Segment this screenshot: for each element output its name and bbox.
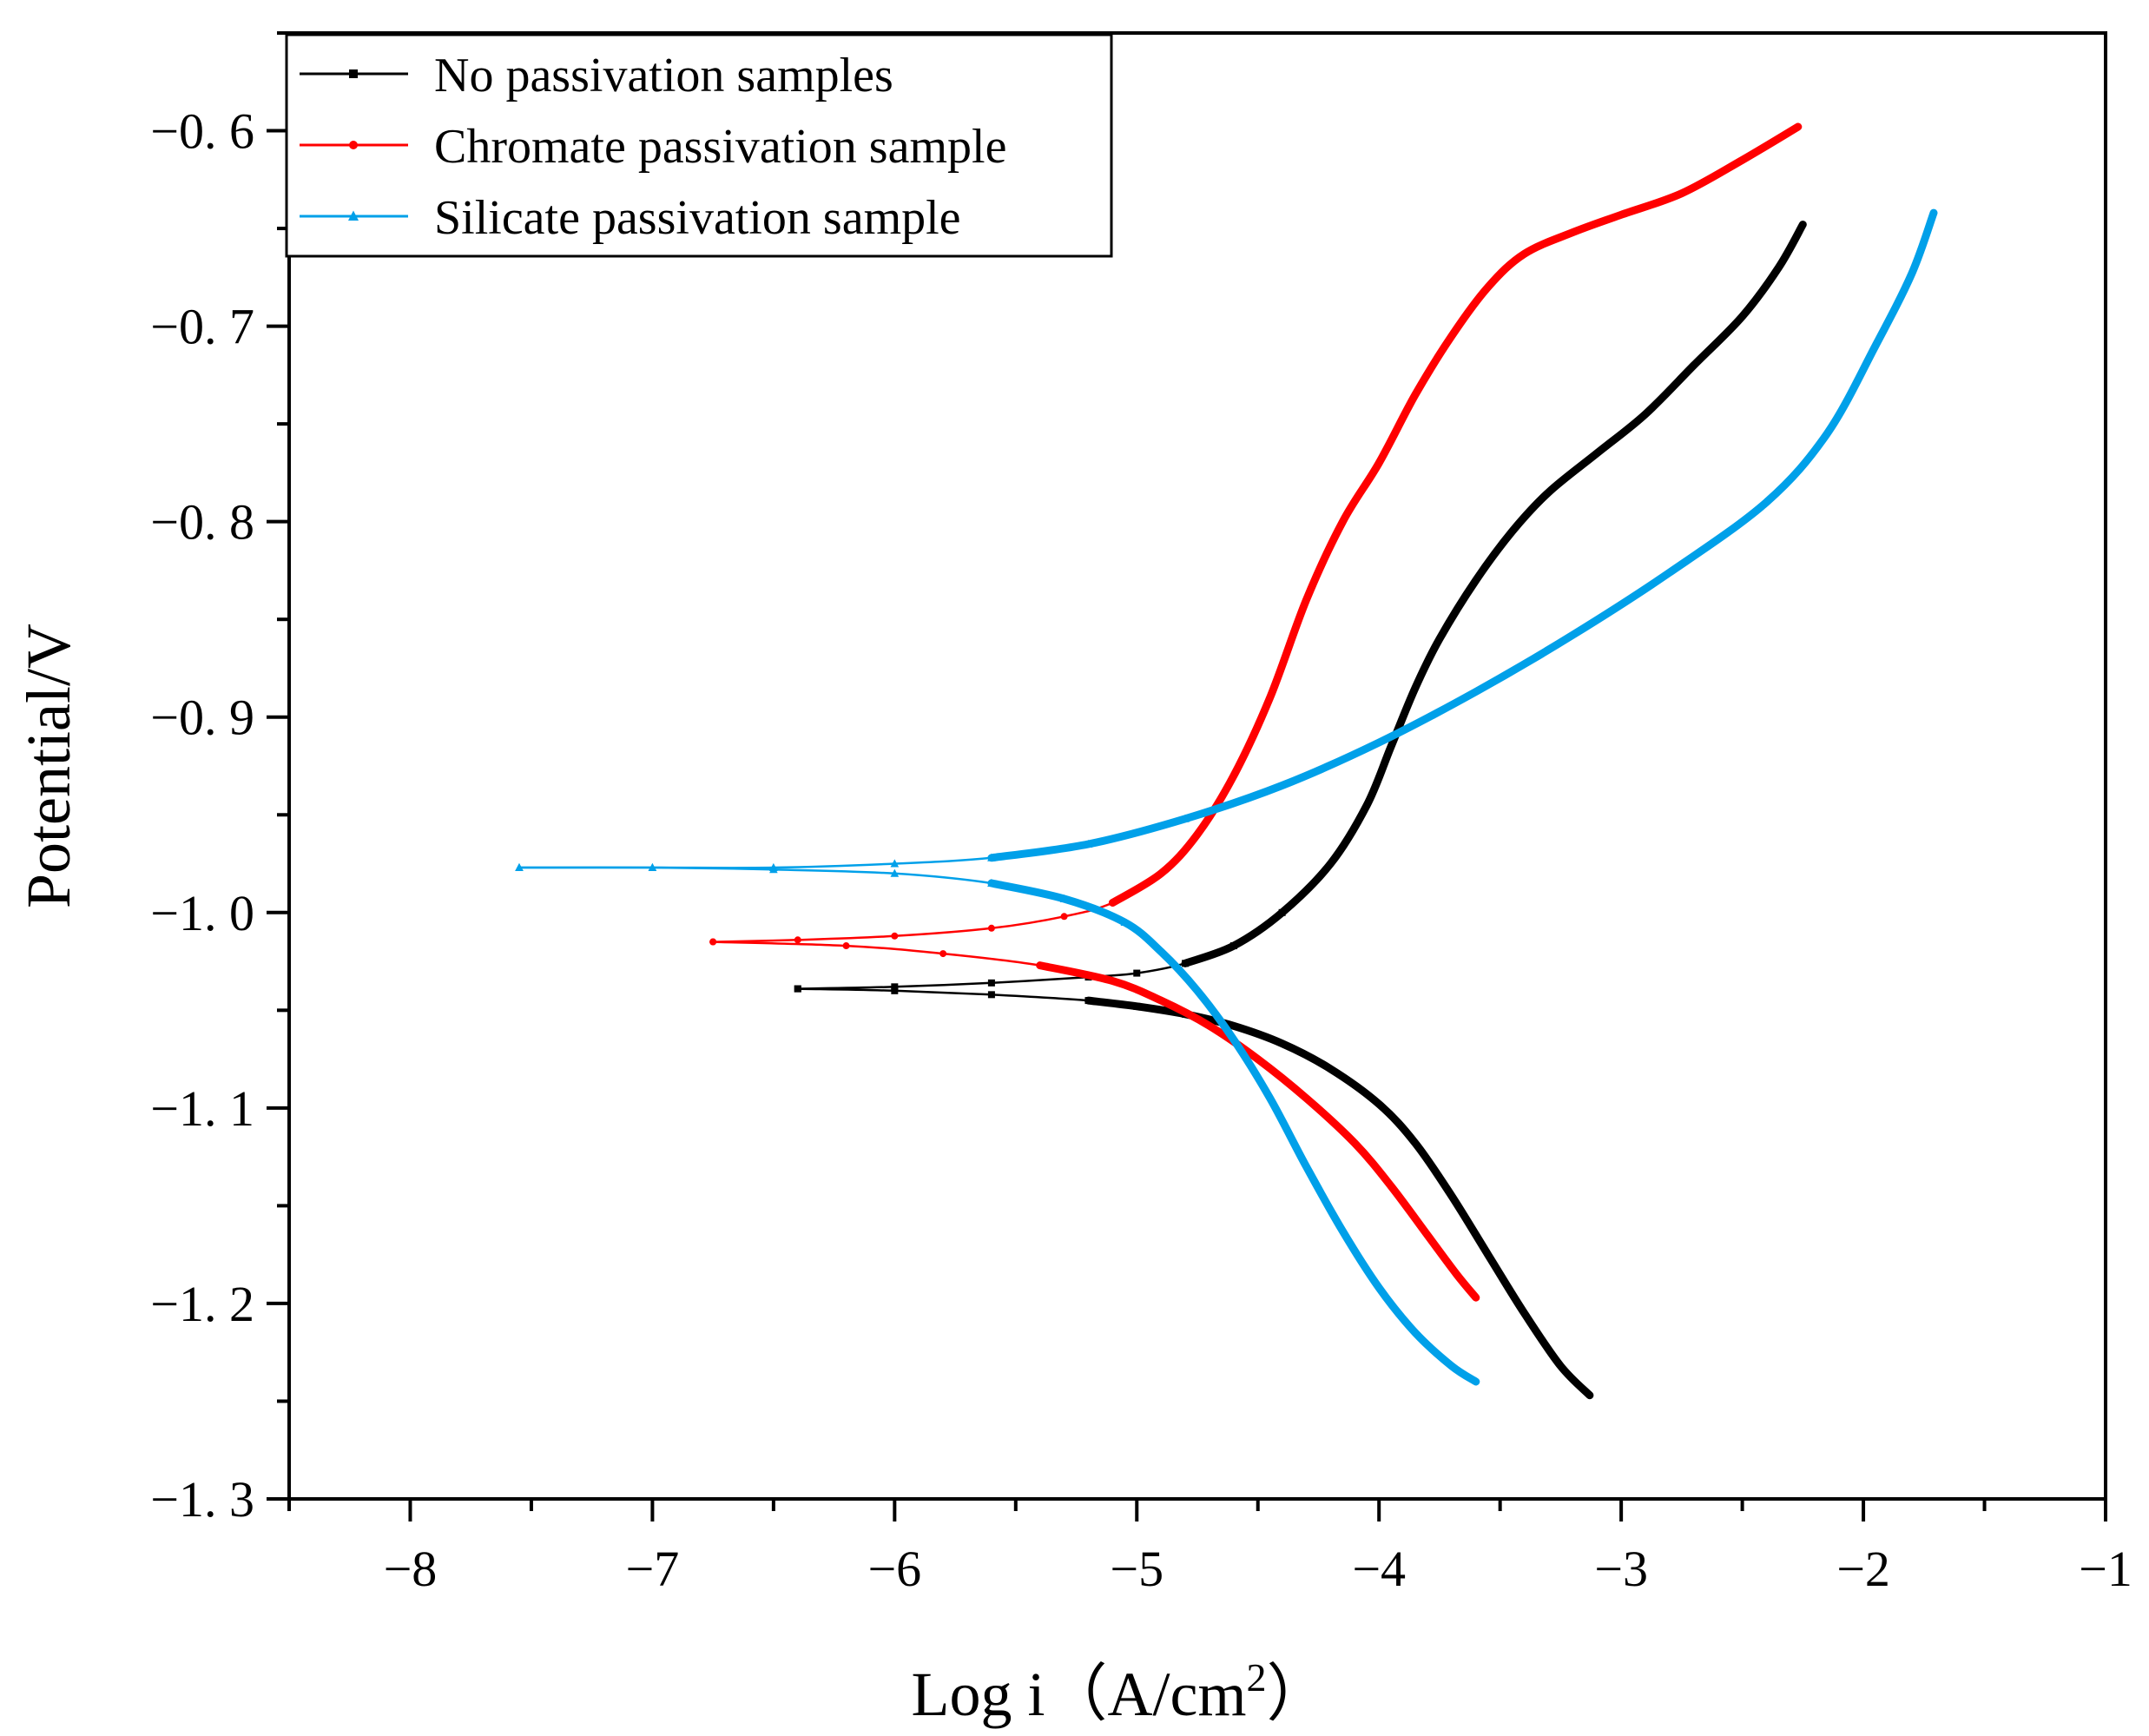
y-tick-label: −1. 3 (150, 1471, 254, 1528)
series-silicate (515, 208, 1938, 1386)
axis-ticks: −8 −7 −6 −5 −4 −3 −2 −1 −0. 6 −0. 7 −0. 8 −0. 9 −1. … (150, 31, 2133, 1597)
x-axis-title-unit-prefix: （A/cm (1045, 1660, 1247, 1729)
series-line-no-passivation-anodic (1181, 221, 1807, 967)
series-point-silicate (515, 862, 524, 872)
x-axis-title: Log i（A/cm2） (912, 1655, 1329, 1729)
y-tick-label: −0. 7 (150, 299, 254, 355)
series-point-silicate (648, 862, 657, 872)
series-point-chromate (1157, 997, 1165, 1005)
legend-marker-silicate (348, 210, 359, 221)
x-tick-label: −6 (867, 1541, 921, 1597)
legend-label-no-passivation: No passivation samples (434, 49, 893, 102)
x-axis-title-unit-sup: 2 (1246, 1655, 1266, 1700)
series-point-silicate (890, 859, 900, 868)
x-tick-label: −1 (2079, 1541, 2133, 1597)
x-tick-label: −8 (384, 1541, 438, 1597)
series-point-chromate (1060, 913, 1068, 921)
legend-box (285, 33, 1113, 258)
x-tick-label: −7 (626, 1541, 680, 1597)
series-point-silicate (1084, 839, 1093, 848)
series-point-chromate (1109, 899, 1117, 907)
x-tick-label: −4 (1352, 1541, 1406, 1597)
y-tick-label: −1. 2 (150, 1276, 254, 1332)
series-point-silicate (890, 868, 900, 877)
y-tick-label: −0. 8 (150, 494, 254, 551)
series-point-chromate (1194, 830, 1201, 838)
series-chromate (709, 122, 1803, 1302)
x-tick-label: −3 (1594, 1541, 1648, 1597)
series-point-chromate (709, 938, 717, 946)
legend-marker-chromate (349, 141, 358, 149)
series-point-silicate (987, 853, 996, 861)
series-point-chromate (987, 924, 995, 932)
y-tick-label: −0. 9 (150, 690, 254, 746)
series-point-no-passivation (1182, 960, 1190, 967)
y-tick-label: −1. 0 (150, 885, 254, 941)
series-point-no-passivation (1133, 969, 1141, 977)
series-point-no-passivation (1229, 942, 1237, 950)
y-tick-label: −0. 6 (150, 103, 254, 160)
series-point-no-passivation (1278, 908, 1286, 916)
legend-marker-no-passivation (349, 69, 358, 78)
series-layer (515, 122, 1938, 1400)
y-axis-title: Potential/V (14, 624, 83, 908)
series-line-chromate-anodic (1108, 122, 1803, 907)
series-point-no-passivation (987, 991, 995, 999)
x-tick-label: −5 (1110, 1541, 1163, 1597)
legend-label-chromate: Chromate passivation sample (434, 120, 1006, 174)
series-point-chromate (1109, 977, 1117, 985)
series-point-no-passivation (1084, 997, 1092, 1005)
x-tick-label: −2 (1836, 1541, 1890, 1597)
legend-label-silicate: Silicate passivation sample (434, 191, 961, 245)
plot-frame (287, 31, 2107, 1501)
series-point-chromate (1036, 961, 1044, 969)
series-point-silicate (769, 865, 778, 874)
series-point-chromate (939, 950, 947, 958)
x-axis-title-main: Log i (912, 1660, 1045, 1729)
x-axis-title-unit-suffix: ） (1266, 1660, 1328, 1729)
series-point-no-passivation (891, 983, 899, 991)
series-point-silicate (987, 878, 996, 888)
series-point-silicate (1120, 917, 1130, 927)
series-point-chromate (1157, 869, 1165, 877)
series-point-chromate (794, 936, 801, 944)
series-point-chromate (891, 932, 899, 940)
legend: No passivation samples Chromate passivati… (285, 33, 1113, 258)
series-line-chromate-cathodic (1036, 961, 1480, 1302)
series-point-no-passivation (794, 985, 801, 993)
series-point-no-passivation (987, 979, 995, 987)
series-point-chromate (842, 942, 850, 950)
series-point-no-passivation (1133, 1002, 1141, 1010)
series-point-silicate (1181, 814, 1190, 822)
y-tick-label: −1. 1 (150, 1080, 254, 1137)
series-point-silicate (1059, 894, 1069, 903)
series-point-no-passivation (891, 987, 899, 994)
